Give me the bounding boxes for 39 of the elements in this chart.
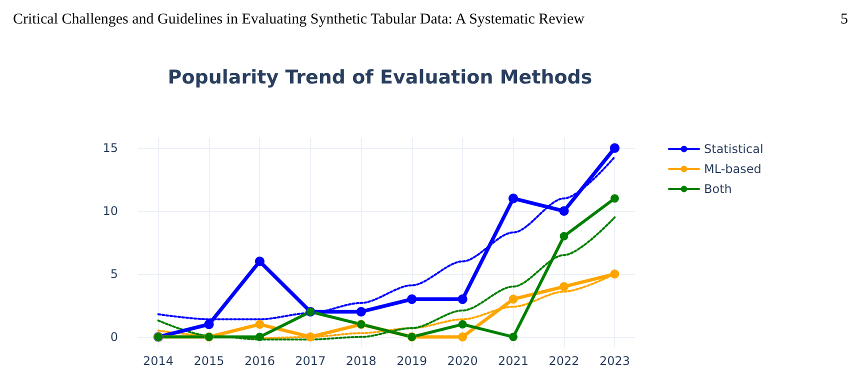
- text: 5: [840, 12, 848, 28]
- x-tick-label: 2023: [599, 354, 630, 368]
- legend-label: ML-based: [704, 162, 762, 176]
- point: [509, 332, 518, 342]
- x-tick-label: 2015: [194, 354, 224, 368]
- point: [508, 194, 518, 204]
- point: [204, 320, 214, 330]
- point: [559, 206, 569, 216]
- x-tick-label: 2014: [143, 354, 174, 368]
- text: Critical Challenges and Guidelines in Evaluating Synthetic Tabular Data: A Systematic Review: [13, 12, 585, 28]
- x-tick-label: 2017: [295, 354, 326, 368]
- y-tick-label: 0: [110, 330, 118, 344]
- point: [458, 332, 468, 342]
- point: [560, 232, 568, 240]
- point: [356, 306, 366, 317]
- point: [458, 294, 468, 304]
- y-tick-label: 10: [102, 204, 118, 218]
- x-tick-label: 2018: [346, 354, 376, 368]
- point: [306, 332, 315, 342]
- x-tick-label: 2016: [244, 354, 275, 368]
- point: [256, 332, 264, 342]
- legend-label: Both: [704, 182, 732, 196]
- x-tick-label: 2021: [498, 354, 529, 368]
- point: [560, 282, 568, 292]
- chart-title: Popularity Trend of Evaluation Methods: [168, 66, 592, 88]
- legend-label: Statistical: [704, 142, 764, 156]
- point: [254, 256, 265, 266]
- point: [458, 320, 467, 329]
- y-tick-label: 5: [110, 266, 118, 281]
- point: [508, 294, 518, 304]
- point: [610, 269, 620, 278]
- x-tick-label: 2022: [548, 354, 580, 368]
- y-tick-label: 15: [102, 141, 118, 156]
- point: [407, 294, 417, 304]
- point: [610, 143, 620, 153]
- point: [610, 194, 619, 203]
- x-tick-label: 2019: [396, 354, 428, 368]
- x-tick-label: 2020: [447, 354, 478, 368]
- point: [255, 320, 264, 329]
